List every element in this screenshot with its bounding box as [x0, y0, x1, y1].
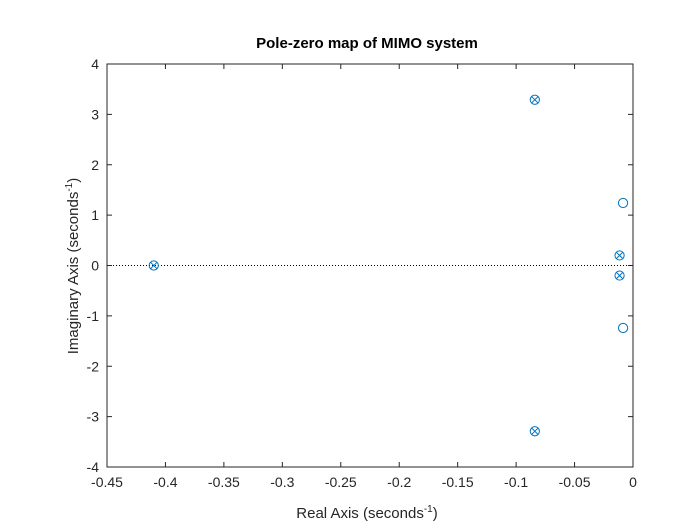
x-tick-label: -0.4 [153, 474, 177, 490]
y-tick-label: 4 [91, 56, 99, 72]
y-tick-label: 1 [91, 207, 99, 223]
x-tick-label: -0.3 [270, 474, 294, 490]
x-tick-label: -0.05 [559, 474, 591, 490]
y-tick-label: -3 [87, 409, 100, 425]
pole-marker [531, 96, 539, 104]
x-axis-label-text: Real Axis (seconds [296, 505, 424, 522]
zero-marker [614, 270, 625, 281]
zero-marker [614, 250, 625, 261]
x-tick-label: -0.45 [91, 474, 123, 490]
y-tick-label: -1 [87, 308, 100, 324]
x-tick-label: -0.15 [442, 474, 474, 490]
x-axis-label-close: ) [433, 505, 438, 522]
x-tick-label: -0.2 [387, 474, 411, 490]
pole-marker [531, 427, 539, 435]
x-tick-label: -0.1 [504, 474, 528, 490]
pole-marker [615, 251, 624, 260]
x-tick-label: -0.25 [325, 474, 357, 490]
y-tick-label: -4 [87, 459, 100, 475]
y-axis-label: Imaginary Axis (seconds-1) [64, 178, 82, 354]
y-tick-label: 2 [91, 157, 99, 173]
zero-marker [617, 197, 629, 209]
zero-marker [148, 260, 159, 271]
zero-marker [529, 426, 540, 437]
pole-zero-markers [148, 94, 629, 437]
x-tick-label: -0.35 [208, 474, 240, 490]
chart-title: Pole-zero map of MIMO system [256, 35, 478, 52]
pole-marker [150, 261, 158, 270]
y-tick-label: 0 [91, 258, 99, 274]
x-axis-label: Real Axis (seconds-1) [296, 504, 437, 522]
axis-ticks: -0.45 -0.4 -0.35 -0.3 -0.25 -0.2 -0.15 -0.1 -0.0… [87, 56, 638, 490]
zero-marker [617, 322, 629, 334]
x-axis-label-exponent: -1 [424, 504, 433, 515]
y-tick-label: -2 [87, 358, 100, 374]
y-tick-label: 3 [91, 106, 99, 122]
x-tick-label: 0 [629, 474, 637, 490]
y-axis-label-text: Imaginary Axis (seconds [65, 192, 82, 355]
y-axis-label-close: ) [65, 178, 82, 183]
pole-marker [615, 271, 624, 280]
y-axis-label-exponent: -1 [64, 182, 75, 191]
zero-marker [529, 94, 540, 105]
